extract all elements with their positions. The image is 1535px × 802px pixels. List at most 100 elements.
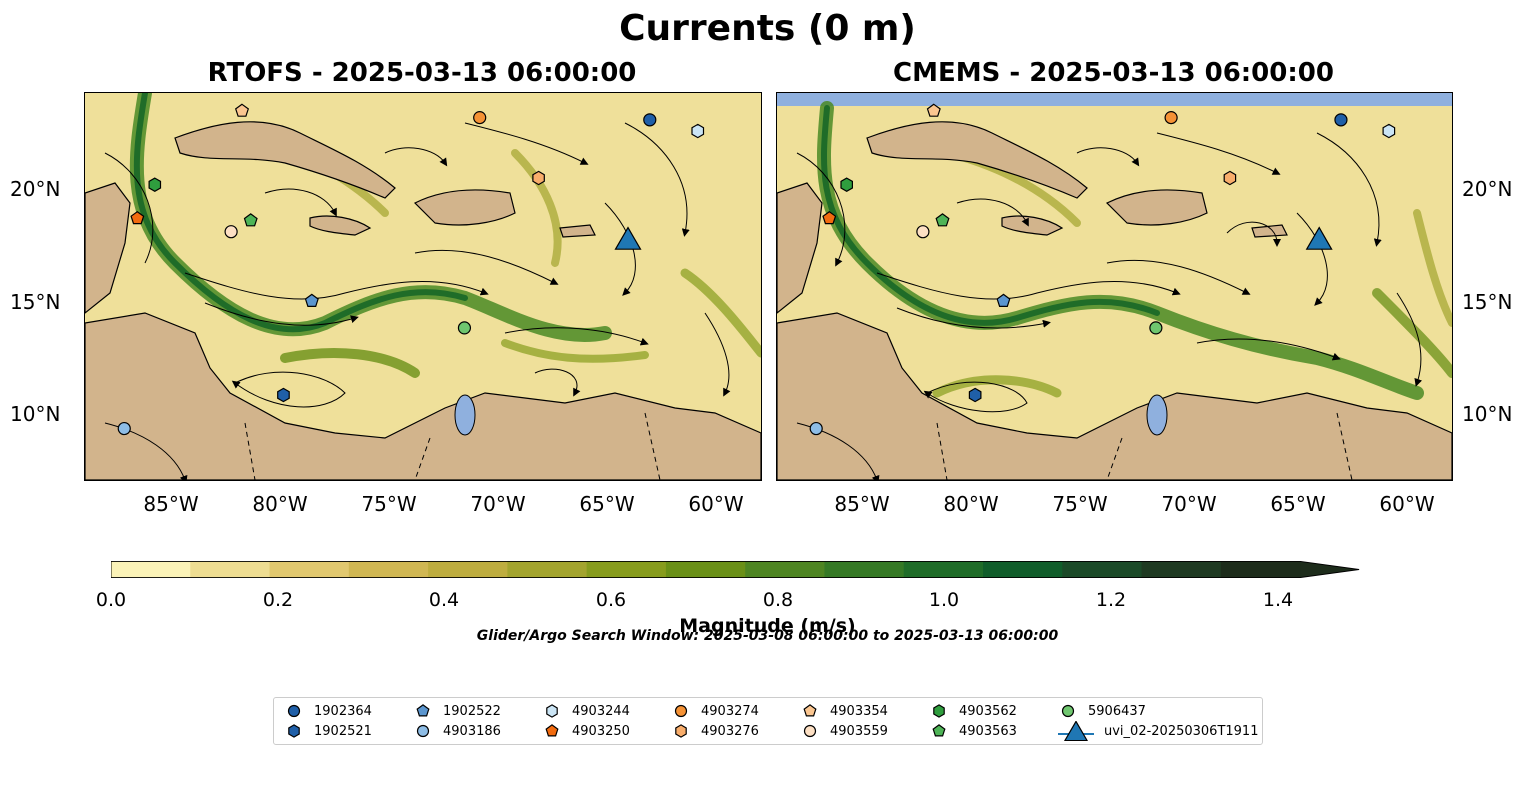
platform-marker-4903244[interactable]: [691, 123, 705, 139]
platform-marker-4903354[interactable]: [234, 103, 250, 117]
platform-marker-4903250[interactable]: [822, 210, 837, 225]
hexagon-marker-icon: [288, 724, 300, 738]
platform-marker-1902521[interactable]: [277, 387, 290, 403]
legend-label: 4903562: [959, 703, 1017, 719]
colorbar-tick: 1.0: [928, 589, 960, 611]
platform-marker-uvi_02-20250306T1911[interactable]: [1305, 226, 1333, 250]
hexagon-marker-icon: [546, 704, 558, 718]
streamlines: [104, 122, 731, 480]
lon-tick-left: 75°W: [361, 492, 417, 516]
colorbar-segment: [586, 561, 667, 578]
lat-tick-right: 10°N: [1462, 402, 1513, 426]
cmems-panel-title: CMEMS - 2025-03-13 06:00:00: [893, 58, 1334, 88]
legend-label: 4903250: [572, 723, 630, 739]
lon-tick-right: 80°W: [943, 492, 999, 516]
legend-entry: 1902364: [284, 701, 372, 721]
colorbar-segment: [190, 561, 271, 578]
lat-tick-left: 15°N: [10, 290, 61, 314]
platform-marker-1902364[interactable]: [1334, 113, 1348, 127]
lat-tick-left: 20°N: [10, 177, 61, 201]
platform-marker-4903563[interactable]: [243, 213, 258, 227]
colorbar-extend-arrow: [1300, 561, 1360, 578]
cmems-map-panel[interactable]: [776, 92, 1453, 481]
colorbar-tick: 0.8: [762, 589, 794, 611]
legend-entry: 4903562: [929, 701, 1017, 721]
platform-marker-4903186[interactable]: [809, 421, 823, 436]
legend-label: 4903186: [443, 723, 501, 739]
lon-tick-right: 75°W: [1052, 492, 1108, 516]
lon-tick-left: 80°W: [252, 492, 308, 516]
borders: [936, 412, 1353, 480]
platform-marker-1902522[interactable]: [996, 293, 1011, 307]
colorbar-segment: [1062, 561, 1143, 578]
lon-tick-right: 65°W: [1270, 492, 1326, 516]
colorbar-segment: [1220, 561, 1301, 578]
legend-entry: 4903563: [929, 721, 1017, 741]
platform-marker-4903563[interactable]: [935, 213, 950, 227]
colorbar-segment: [269, 561, 350, 578]
platform-marker-4903244[interactable]: [1382, 123, 1396, 139]
cmems-map: [777, 93, 1452, 480]
lon-tick-left: 60°W: [688, 492, 744, 516]
platform-marker-4903276[interactable]: [1223, 170, 1237, 186]
circle-marker-icon: [416, 724, 430, 738]
colorbar-tick: 0.4: [428, 589, 460, 611]
legend-label: 4903354: [830, 703, 888, 719]
platform-marker-4903562[interactable]: [148, 177, 162, 192]
colorbar-segment: [745, 561, 825, 578]
circle-marker-icon: [287, 704, 301, 718]
colorbar-segment: [111, 561, 191, 578]
platform-marker-4903186[interactable]: [117, 421, 131, 436]
colorbar-tick: 1.2: [1095, 589, 1127, 611]
legend-entry: 4903244: [542, 701, 630, 721]
pentagon-marker-icon: [416, 704, 430, 717]
legend-label: 4903563: [959, 723, 1017, 739]
platform-marker-4903354[interactable]: [926, 103, 941, 117]
lat-tick-left: 10°N: [10, 402, 61, 426]
legend-entry: uvi_02-20250306T1911: [1058, 721, 1258, 741]
platform-marker-1902364[interactable]: [643, 113, 657, 127]
land-masses: [777, 121, 1452, 480]
circle-marker-icon: [803, 724, 817, 738]
platform-marker-5906437[interactable]: [457, 321, 472, 335]
legend-entry: 4903250: [542, 721, 630, 741]
platform-legend: 1902364 1902521 1902522 4903186 4903244 49032…: [273, 697, 1263, 745]
legend-label: 1902521: [314, 723, 372, 739]
colorbar-segment: [665, 561, 746, 578]
platform-marker-4903276[interactable]: [532, 170, 545, 186]
legend-label: 4903276: [701, 723, 759, 739]
platform-marker-4903274[interactable]: [473, 111, 487, 125]
lon-tick-left: 70°W: [470, 492, 526, 516]
colorbar-segment: [903, 561, 984, 578]
colorbar-tick: 0.6: [595, 589, 627, 611]
legend-entry: 1902521: [284, 721, 372, 741]
legend-label: 1902364: [314, 703, 372, 719]
legend-entry: 5906437: [1058, 701, 1146, 721]
legend-label: 4903559: [830, 723, 888, 739]
platform-marker-4903250[interactable]: [130, 210, 145, 225]
platform-marker-1902521[interactable]: [968, 387, 982, 403]
lon-tick-right: 85°W: [834, 492, 890, 516]
platform-marker-uvi_02-20250306T1911[interactable]: [614, 226, 642, 250]
rtofs-map-panel[interactable]: [84, 92, 762, 481]
colorbar-segment: [507, 561, 588, 578]
platform-marker-4903274[interactable]: [1164, 111, 1178, 125]
colorbar-segment: [1141, 561, 1222, 578]
platform-marker-4903559[interactable]: [916, 225, 930, 239]
platform-marker-4903562[interactable]: [840, 177, 854, 192]
legend-label: 1902522: [443, 703, 501, 719]
rtofs-map: [85, 93, 761, 480]
legend-entry: 4903186: [413, 721, 501, 741]
legend-entry: 4903559: [800, 721, 888, 741]
platform-marker-1902522[interactable]: [304, 293, 319, 307]
platform-marker-5906437[interactable]: [1149, 321, 1163, 335]
colorbar-tick: 0.2: [262, 589, 294, 611]
colorbar-tick: 0.0: [95, 589, 127, 611]
legend-entry: 1902522: [413, 701, 501, 721]
legend-label: uvi_02-20250306T1911: [1104, 723, 1259, 739]
legend-entry: 4903354: [800, 701, 888, 721]
lon-tick-left: 65°W: [579, 492, 635, 516]
pentagon-marker-icon: [545, 724, 559, 737]
lon-tick-left: 85°W: [143, 492, 199, 516]
platform-marker-4903559[interactable]: [224, 225, 238, 239]
